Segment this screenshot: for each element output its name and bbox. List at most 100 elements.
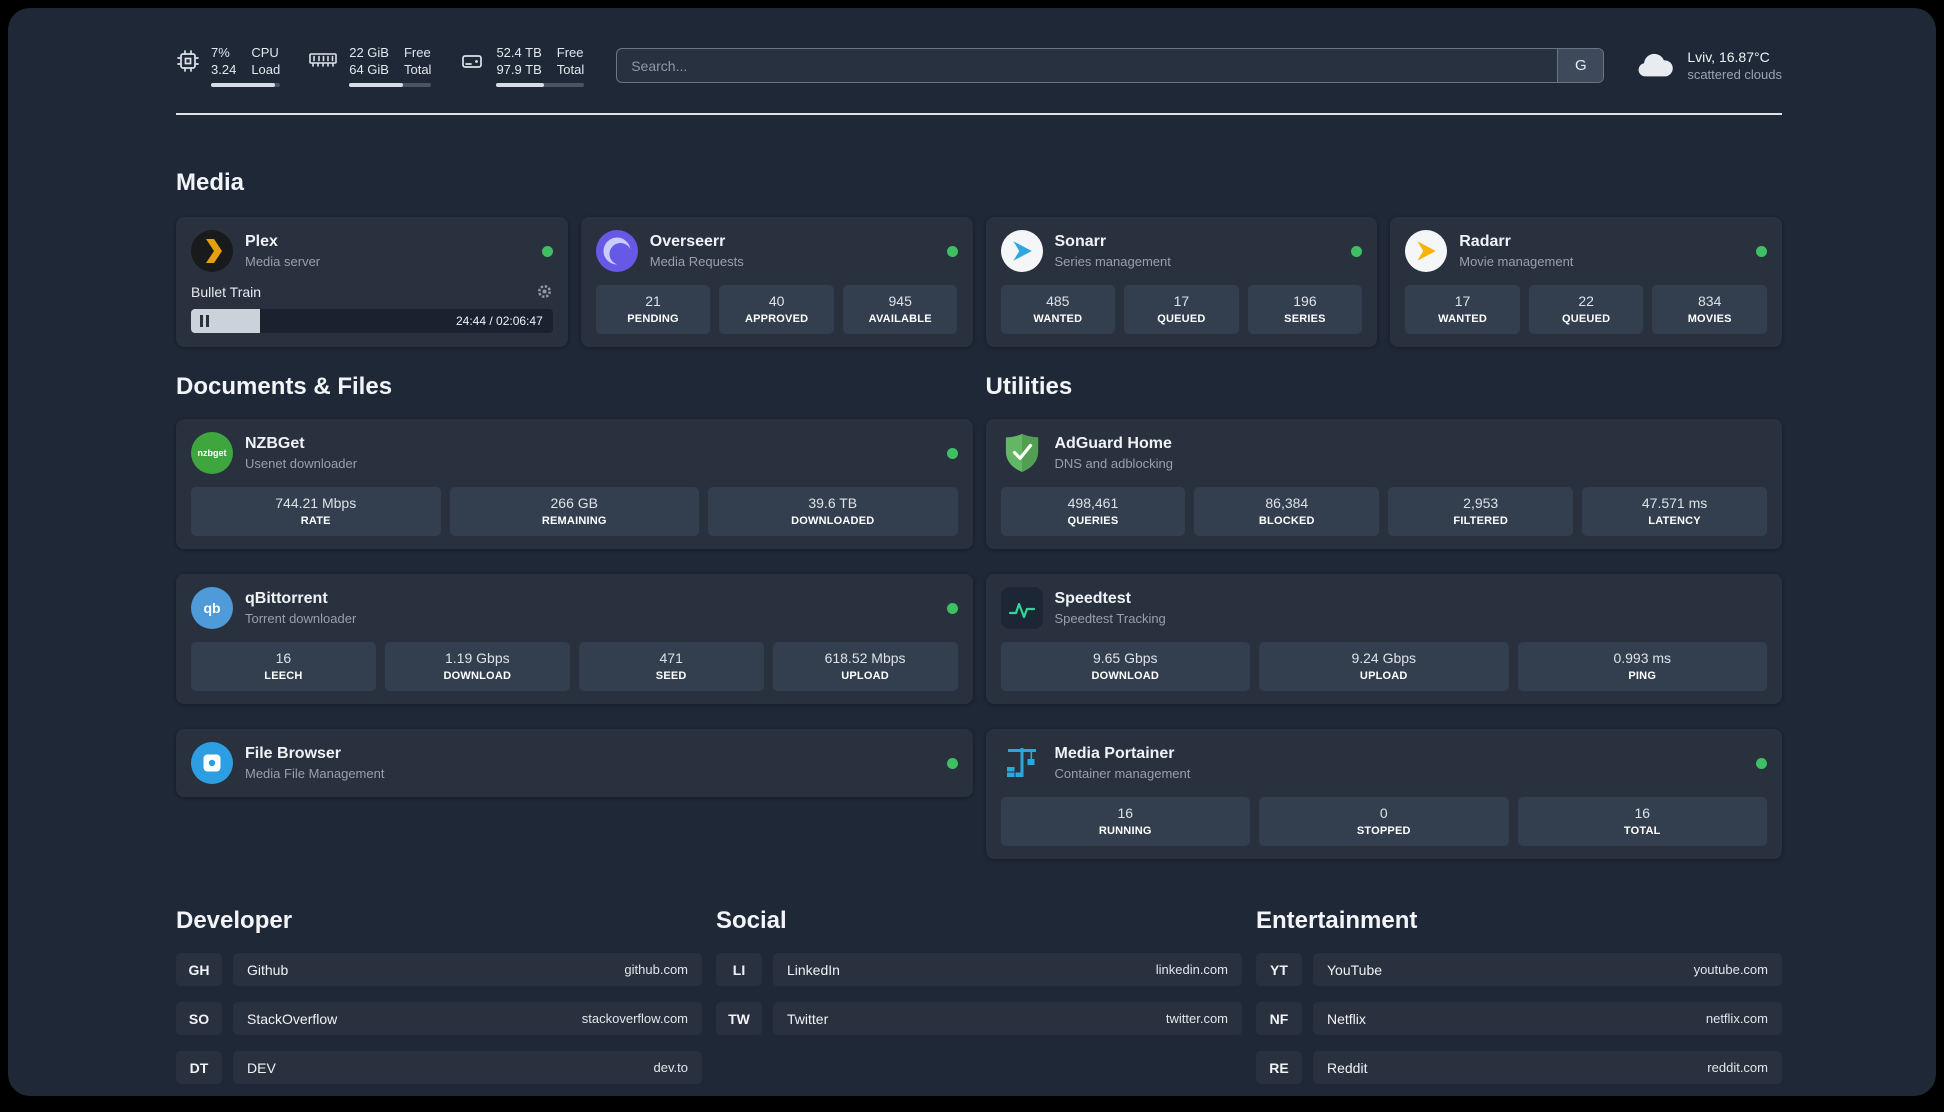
bookmark-reddit[interactable]: RE Reddit reddit.com bbox=[1256, 1051, 1782, 1084]
status-indicator bbox=[1756, 757, 1767, 769]
bookmark-link[interactable]: DEV dev.to bbox=[233, 1051, 702, 1084]
bookmark-dev[interactable]: DT DEV dev.to bbox=[176, 1051, 702, 1084]
app-desc: Speedtest Tracking bbox=[1054, 611, 1166, 626]
bookmark-group-social: Social LI LinkedIn linkedin.com TW Twitt… bbox=[716, 907, 1242, 1084]
stat-label: REMAINING bbox=[541, 515, 607, 527]
stat-label: DOWNLOAD bbox=[443, 670, 512, 682]
stat-label: BLOCKED bbox=[1258, 515, 1315, 527]
stat-value: 17 bbox=[1454, 293, 1471, 309]
stat-upload: 9.24 Gbps UPLOAD bbox=[1259, 642, 1509, 691]
stat-total: 16 TOTAL bbox=[1517, 797, 1767, 846]
memory-total-label: Total bbox=[403, 62, 432, 77]
app-card-qbittorrent[interactable]: qb qBittorrent Torrent downloader 16 LEE… bbox=[176, 574, 973, 704]
filebrowser-icon bbox=[191, 742, 233, 784]
app-name: AdGuard Home bbox=[1054, 435, 1172, 452]
stat-label: RUNNING bbox=[1098, 825, 1152, 837]
stat-label: PING bbox=[1628, 670, 1657, 682]
bookmark-name: DEV bbox=[247, 1059, 276, 1076]
bookmark-linkedin[interactable]: LI LinkedIn linkedin.com bbox=[716, 953, 1242, 986]
disk-meter bbox=[496, 83, 585, 87]
app-name: NZBGet bbox=[245, 435, 305, 452]
app-name: Speedtest bbox=[1054, 590, 1131, 607]
stat-pending: 21 PENDING bbox=[595, 285, 711, 334]
bookmark-link[interactable]: Netflix netflix.com bbox=[1313, 1002, 1782, 1035]
pause-icon[interactable] bbox=[200, 315, 209, 327]
app-card-nzbget[interactable]: nzbget NZBGet Usenet downloader 744.21 M… bbox=[176, 419, 973, 549]
adguard-icon bbox=[1001, 432, 1043, 474]
bookmark-youtube[interactable]: YT YouTube youtube.com bbox=[1256, 953, 1782, 986]
stat-label: WANTED bbox=[1438, 313, 1487, 325]
status-indicator bbox=[1756, 245, 1767, 257]
disk-free-label: Free bbox=[556, 45, 584, 60]
app-name: Media Portainer bbox=[1054, 745, 1175, 762]
app-desc: Usenet downloader bbox=[245, 456, 358, 471]
cpu-usage: 7% bbox=[211, 45, 230, 60]
stat-label: SEED bbox=[655, 670, 687, 682]
app-card-speedtest[interactable]: Speedtest Speedtest Tracking 9.65 Gbps D… bbox=[985, 574, 1782, 704]
search-engine-button[interactable]: G bbox=[1557, 49, 1604, 82]
section-media: Media Plex Media server Bullet Train bbox=[176, 169, 1782, 347]
app-card-radarr[interactable]: Radarr Movie management 17 WANTED 22 QUE… bbox=[1390, 217, 1782, 347]
stat-value: 86,384 bbox=[1265, 495, 1309, 511]
stat-downloaded: 39.6 TB DOWNLOADED bbox=[708, 487, 958, 536]
app-card-adguard[interactable]: AdGuard Home DNS and adblocking 498,461 … bbox=[985, 419, 1782, 549]
stat-label: WANTED bbox=[1033, 313, 1083, 325]
bookmark-github[interactable]: GH Github github.com bbox=[176, 953, 702, 986]
bookmark-url: youtube.com bbox=[1693, 962, 1768, 977]
bookmark-stackoverflow[interactable]: SO StackOverflow stackoverflow.com bbox=[176, 1002, 702, 1035]
app-desc: Torrent downloader bbox=[245, 611, 357, 626]
section-title-entertainment: Entertainment bbox=[1256, 907, 1418, 934]
section-title-utilities: Utilities bbox=[985, 373, 1073, 400]
app-name: Radarr bbox=[1459, 233, 1511, 250]
bookmark-group-developer: Developer GH Github github.com SO StackO… bbox=[176, 907, 702, 1084]
cloud-icon bbox=[1638, 53, 1674, 76]
app-card-plex[interactable]: Plex Media server Bullet Train 24:44 / 0 bbox=[176, 217, 568, 347]
stat-stopped: 0 STOPPED bbox=[1259, 797, 1509, 846]
bookmark-name: YouTube bbox=[1327, 961, 1383, 978]
app-desc: Media server bbox=[245, 254, 321, 269]
media-card-grid: Plex Media server Bullet Train 24:44 / 0 bbox=[176, 217, 1782, 347]
stat-value: 16 bbox=[1634, 805, 1651, 821]
nzbget-icon: nzbget bbox=[191, 432, 233, 474]
bookmark-link[interactable]: StackOverflow stackoverflow.com bbox=[233, 1002, 702, 1035]
stat-label: QUEUED bbox=[1561, 313, 1611, 325]
bookmark-link[interactable]: Twitter twitter.com bbox=[773, 1002, 1242, 1035]
stat-label: PENDING bbox=[627, 313, 679, 325]
bookmark-abbr: RE bbox=[1256, 1051, 1302, 1084]
bookmark-link[interactable]: Reddit reddit.com bbox=[1313, 1051, 1782, 1084]
stat-value: 16 bbox=[275, 650, 292, 666]
bookmark-twitter[interactable]: TW Twitter twitter.com bbox=[716, 1002, 1242, 1035]
app-desc: DNS and adblocking bbox=[1054, 456, 1174, 471]
bookmark-link[interactable]: LinkedIn linkedin.com bbox=[773, 953, 1242, 986]
app-card-overseerr[interactable]: Overseerr Media Requests 21 PENDING 40 A… bbox=[580, 217, 973, 347]
bookmark-link[interactable]: YouTube youtube.com bbox=[1313, 953, 1782, 986]
stat-value: 16 bbox=[1117, 805, 1134, 821]
stat-value: 0 bbox=[1379, 805, 1388, 821]
bookmark-url: linkedin.com bbox=[1155, 962, 1228, 977]
overseerr-icon bbox=[595, 230, 638, 272]
app-card-filebrowser[interactable]: File Browser Media File Management bbox=[176, 729, 973, 797]
stat-label: LEECH bbox=[264, 670, 303, 682]
status-indicator bbox=[946, 447, 958, 459]
app-card-portainer[interactable]: Media Portainer Container management 16 … bbox=[985, 729, 1782, 859]
bookmark-url: stackoverflow.com bbox=[581, 1011, 688, 1026]
stat-value: 485 bbox=[1046, 293, 1070, 309]
stat-available: 945 AVAILABLE bbox=[842, 285, 958, 334]
gear-icon[interactable] bbox=[536, 283, 553, 300]
bookmark-group-entertainment: Entertainment YT YouTube youtube.com NF … bbox=[1256, 907, 1782, 1084]
hard-drive-icon bbox=[462, 55, 483, 68]
stat-download: 9.65 Gbps DOWNLOAD bbox=[1000, 642, 1250, 691]
app-name: qBittorrent bbox=[245, 590, 328, 607]
section-title-documents: Documents & Files bbox=[176, 373, 393, 400]
cpu-meter-fill bbox=[211, 83, 276, 87]
section-title-social: Social bbox=[716, 907, 787, 934]
status-indicator bbox=[946, 757, 958, 769]
stat-label: DOWNLOAD bbox=[1091, 670, 1160, 682]
bookmark-link[interactable]: Github github.com bbox=[233, 953, 702, 986]
app-card-sonarr[interactable]: Sonarr Series management 485 WANTED 17 Q… bbox=[985, 217, 1378, 347]
search-bar: G bbox=[616, 48, 1605, 83]
bookmark-netflix[interactable]: NF Netflix netflix.com bbox=[1256, 1002, 1782, 1035]
stat-rate: 744.21 Mbps RATE bbox=[191, 487, 441, 536]
stat-seed: 471 SEED bbox=[578, 642, 764, 691]
search-input[interactable] bbox=[617, 49, 1558, 82]
